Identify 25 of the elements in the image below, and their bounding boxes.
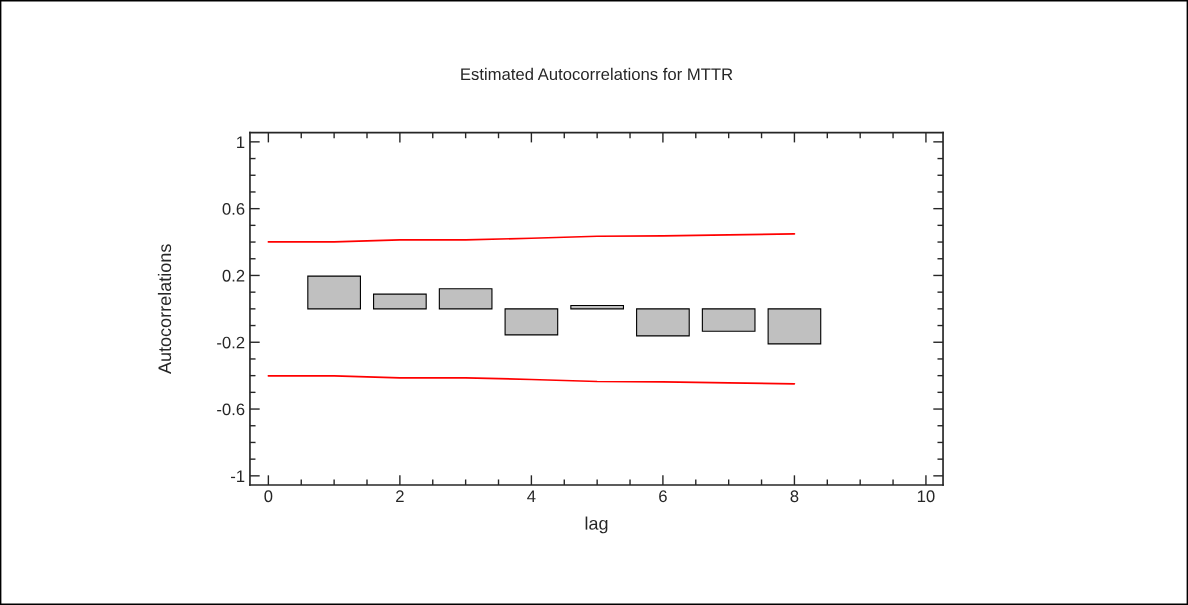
bar [570, 304, 625, 310]
bar [307, 275, 361, 310]
chart-title: Estimated Autocorrelations for MTTR [461, 67, 733, 81]
x-tick-label: 4 [527, 490, 536, 502]
bar [504, 308, 559, 336]
bar [636, 308, 690, 337]
y-tick-label: 0.6 [222, 203, 245, 215]
line-series [267, 233, 796, 243]
x-tick-label: 10 [917, 490, 935, 503]
x-tick-label: 6 [659, 490, 667, 503]
x-axis-title: lag [585, 516, 608, 534]
y-tick-label: -1 [231, 470, 245, 482]
bar [373, 293, 427, 310]
bar [438, 288, 493, 310]
bar [701, 308, 756, 332]
y-axis-title: Autocorrelations [157, 244, 172, 375]
bar [767, 308, 822, 345]
x-tick-label: 2 [396, 490, 404, 502]
x-tick-label: 8 [790, 490, 799, 503]
y-tick-label: -0.6 [217, 403, 245, 416]
line-series [267, 374, 796, 385]
y-tick-label: -0.2 [217, 336, 245, 349]
x-tick-label: 0 [264, 490, 273, 503]
y-tick-label: 1 [237, 136, 245, 148]
y-tick-label: 0.2 [222, 269, 245, 282]
